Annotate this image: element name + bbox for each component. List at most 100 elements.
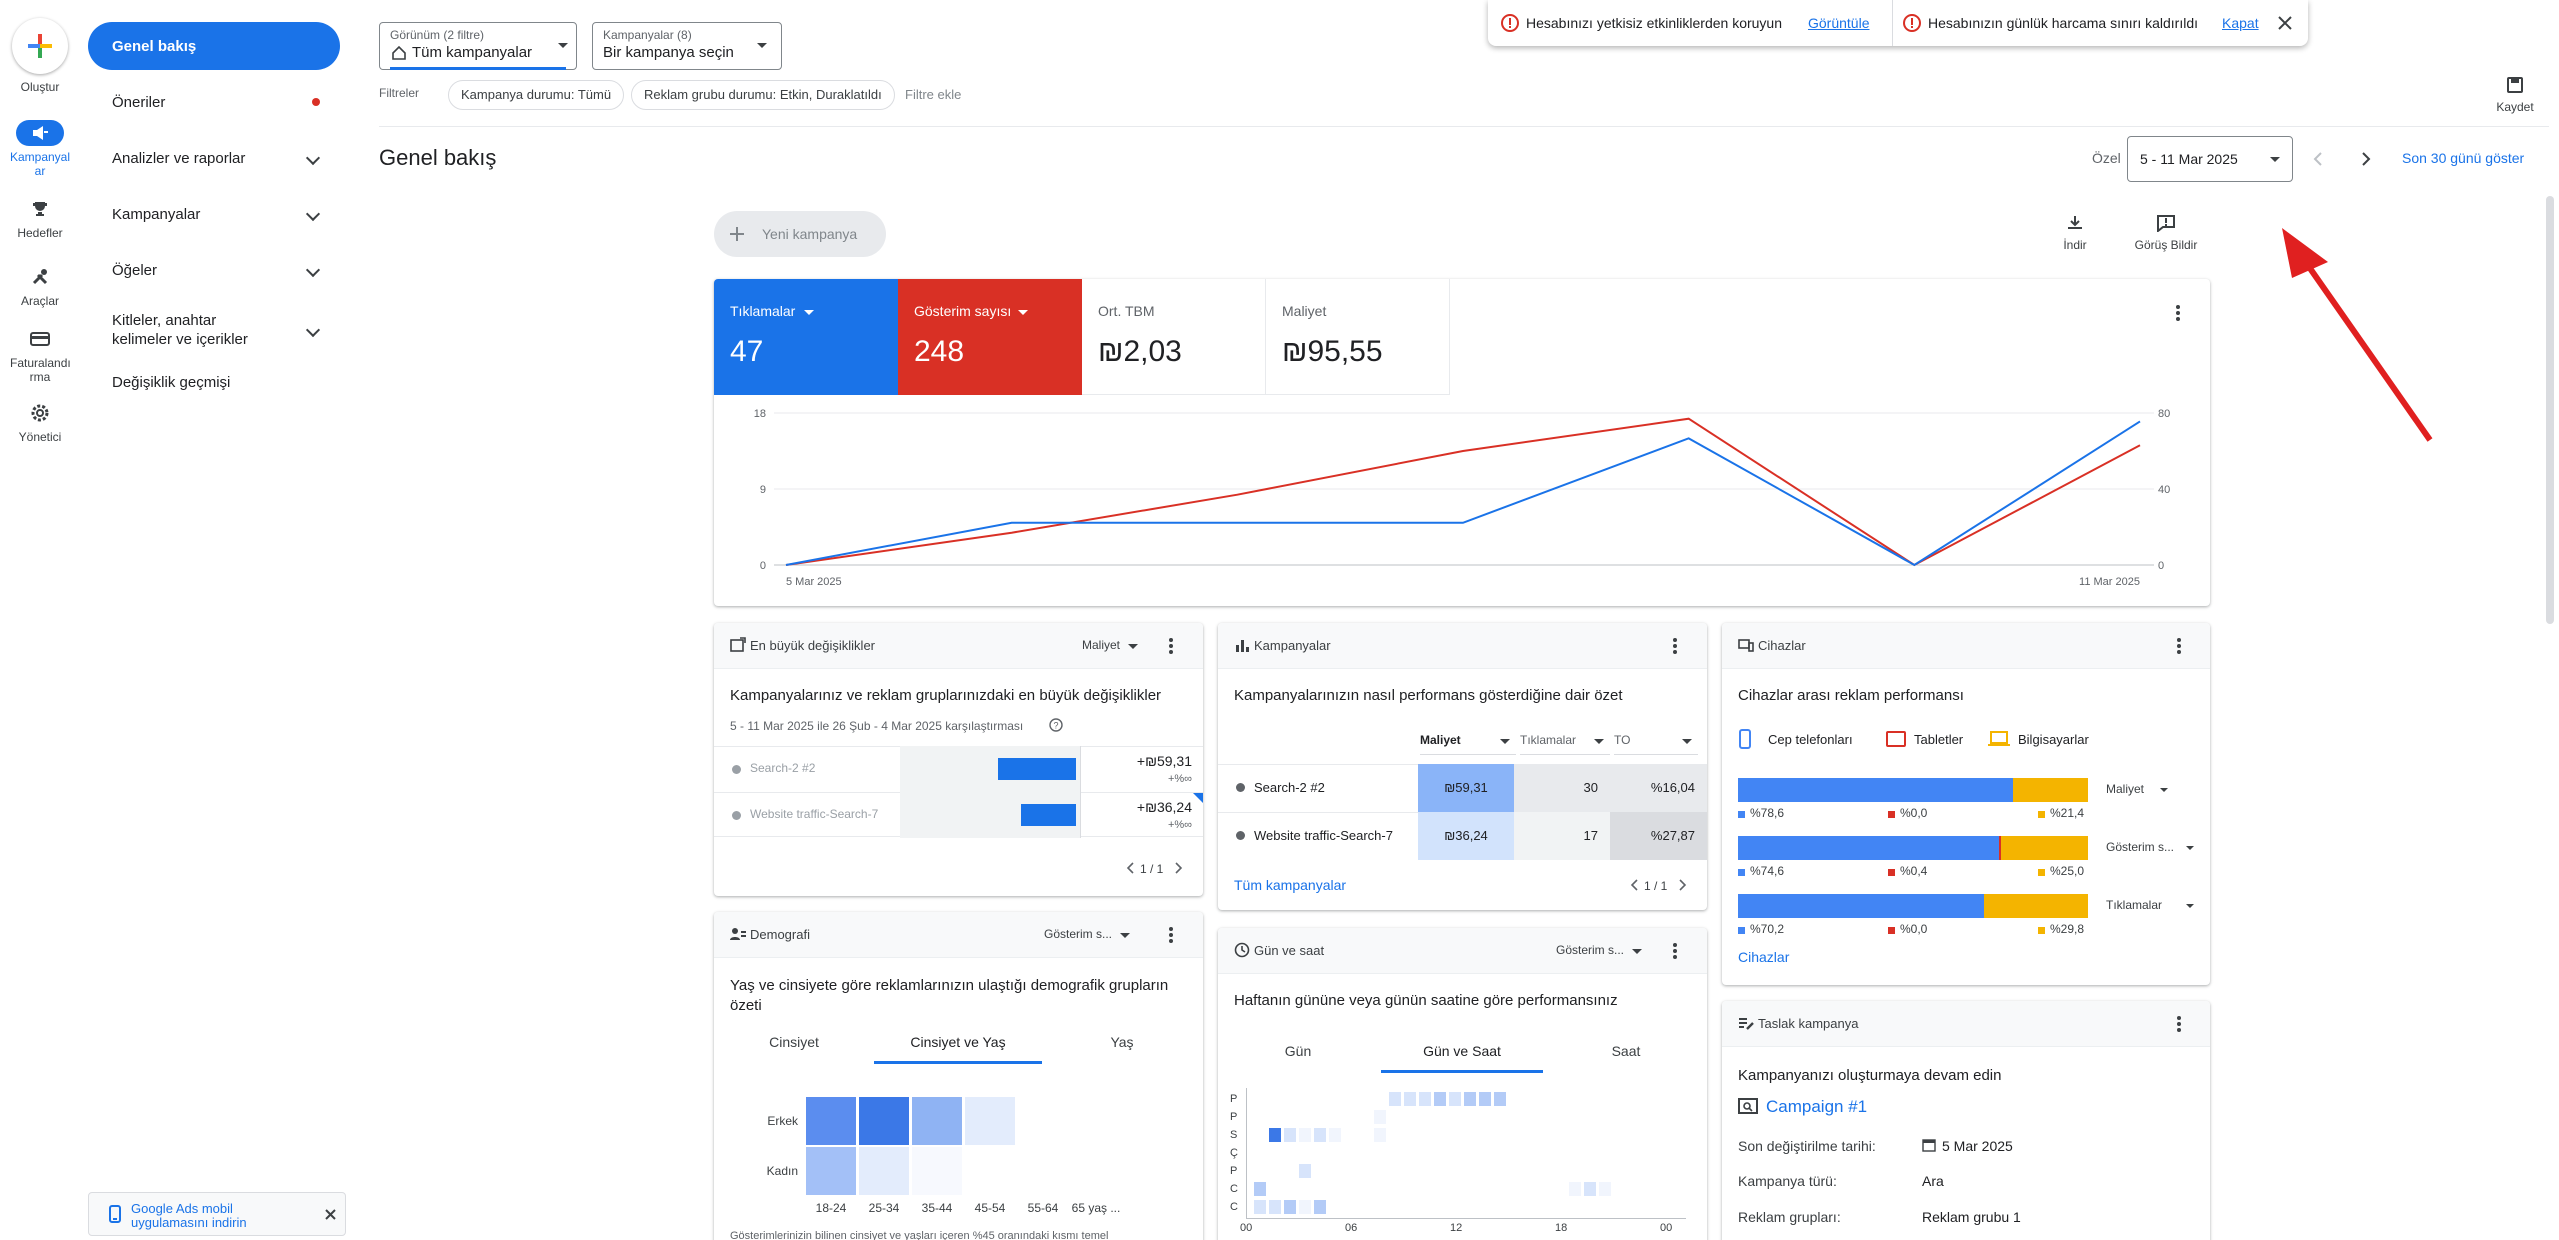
metric-dropdown[interactable]: Gösterim s... xyxy=(1556,943,1625,957)
nav-audiences-label: Kitleler, anahtar kelimeler ve içerikler xyxy=(112,312,248,348)
mobile-app-link[interactable]: Google Ads mobil uygulamasını indirin xyxy=(131,1201,247,1230)
card-heading: Haftanın gününe veya günün saatine göre … xyxy=(1234,992,1618,1009)
heatmap-cell xyxy=(1018,1097,1068,1145)
heatmap-cell xyxy=(859,1147,909,1195)
nav-recommendations[interactable]: Öneriler xyxy=(88,78,340,126)
tab-gender[interactable]: Cinsiyet xyxy=(769,1034,819,1050)
nav-assets[interactable]: Öğeler xyxy=(88,246,340,294)
new-campaign-button[interactable]: Yeni kampanya xyxy=(714,211,886,257)
metric-dropdown[interactable]: Maliyet xyxy=(1082,638,1121,652)
mobile-app-promo[interactable]: Google Ads mobil uygulamasını indirin xyxy=(88,1192,346,1236)
more-options-icon[interactable] xyxy=(1169,638,1173,654)
save-button[interactable]: Kaydet xyxy=(2490,76,2540,114)
chevron-left-icon[interactable] xyxy=(2312,151,2324,167)
nav-audiences-keywords[interactable]: Kitleler, anahtar kelimeler ve içerikler xyxy=(88,302,340,358)
col-header-cost[interactable]: Maliyet xyxy=(1420,733,1516,755)
date-range-picker[interactable]: 5 - 11 Mar 2025 xyxy=(2127,136,2293,182)
notification-1-view-link[interactable]: Görüntüle xyxy=(1808,15,1870,31)
tab-day[interactable]: Gün xyxy=(1284,1043,1312,1059)
bar-segment-tablet xyxy=(1999,836,2002,860)
more-options-icon[interactable] xyxy=(1169,927,1173,943)
create-button[interactable] xyxy=(12,18,68,74)
draft-campaign-link[interactable]: Campaign #1 xyxy=(1766,1097,1868,1116)
metric-tile-clicks[interactable]: Tıklamalar 47 xyxy=(714,279,898,395)
nav-campaigns[interactable]: Kampanyalar xyxy=(88,190,340,238)
tablet-icon xyxy=(1886,731,1906,747)
rail-admin[interactable]: Yönetici xyxy=(0,400,80,444)
chevron-left-icon[interactable] xyxy=(1126,862,1134,874)
chevron-left-icon[interactable] xyxy=(1630,879,1638,891)
filter-chip-campaign-status[interactable]: Kampanya durumu: Tümü xyxy=(448,80,625,110)
day-time-card: Gün ve saat Gösterim s... Haftanın günün… xyxy=(1218,928,1707,1240)
col-header-clicks[interactable]: Tıklamalar xyxy=(1520,733,1610,755)
notification-2-close-link[interactable]: Kapat xyxy=(2222,15,2259,31)
devices-link[interactable]: Cihazlar xyxy=(1738,949,1790,965)
rail-billing[interactable]: Faturalandı rma xyxy=(0,326,80,384)
change-bar xyxy=(1021,804,1076,826)
notification-1-text: Hesabınızı yetkisiz etkinliklerden koruy… xyxy=(1526,15,1783,31)
nav-change-history[interactable]: Değişiklik geçmişi xyxy=(88,358,340,406)
download-button[interactable]: İndir xyxy=(2055,214,2095,252)
field-key: Reklam grupları: xyxy=(1738,1209,1841,1225)
col-header-ctr[interactable]: TO xyxy=(1614,733,1698,755)
dropdown-arrow-icon xyxy=(804,310,814,315)
campaign-selector[interactable]: Kampanyalar (8) Bir kampanya seçin xyxy=(592,22,782,70)
day-label: P xyxy=(1230,1111,1238,1123)
series-line xyxy=(785,417,2141,567)
annotation-arrow-icon xyxy=(2282,228,2433,442)
view-selector[interactable]: Görünüm (2 filtre) Tüm kampanyalar xyxy=(379,22,577,70)
heatmap-cell xyxy=(1314,1200,1326,1214)
more-options-icon[interactable] xyxy=(2176,305,2180,321)
axis-line xyxy=(1246,1088,1247,1218)
nav-overview-label: Genel bakış xyxy=(112,37,197,55)
metric-selector[interactable]: Tıklamalar xyxy=(2106,898,2163,912)
nav-campaigns-label: Kampanyalar xyxy=(112,205,201,223)
demo-footer: Gösterimlerinizin bilinen cinsiyet ve ya… xyxy=(730,1230,1109,1240)
create-label: Oluştur xyxy=(20,80,60,94)
close-icon[interactable] xyxy=(325,1209,336,1220)
tab-hour[interactable]: Saat xyxy=(1611,1043,1641,1059)
chevron-right-icon[interactable] xyxy=(1679,879,1687,891)
metric-selector[interactable]: Gösterim s... xyxy=(2106,840,2175,854)
last-30-days-link[interactable]: Son 30 günü göster xyxy=(2402,150,2525,166)
filter-chip-adgroup-status[interactable]: Reklam grubu durumu: Etkin, Duraklatıldı xyxy=(631,80,895,110)
scrollbar-thumb[interactable] xyxy=(2546,196,2554,624)
more-options-icon[interactable] xyxy=(1673,943,1677,959)
metric-tile-avg-cpc[interactable]: Ort. TBM ₪2,03 xyxy=(1082,279,1266,395)
notification-bar: Hesabınızı yetkisiz etkinliklerden koruy… xyxy=(1488,0,2308,46)
custom-range-label: Özel xyxy=(2092,150,2121,166)
view-selector-label: Görünüm (2 filtre) xyxy=(390,28,485,42)
more-options-icon[interactable] xyxy=(1673,638,1677,654)
rail-campaigns[interactable]: Kampanyal ar xyxy=(0,120,80,178)
all-campaigns-link[interactable]: Tüm kampanyalar xyxy=(1234,877,1347,893)
chevron-right-icon[interactable] xyxy=(2360,151,2372,167)
close-icon[interactable] xyxy=(2278,16,2292,30)
cell-clicks: 30 xyxy=(1514,764,1610,812)
add-filter-button[interactable]: Filtre ekle xyxy=(905,87,962,102)
more-options-icon[interactable] xyxy=(2177,1016,2181,1032)
more-options-icon[interactable] xyxy=(2177,638,2181,654)
metric-dropdown[interactable]: Gösterim s... xyxy=(1044,927,1113,941)
metric-selector[interactable]: Maliyet xyxy=(2106,782,2145,796)
feedback-button[interactable]: Görüş Bildir xyxy=(2126,214,2206,252)
card-header: Cihazlar xyxy=(1722,623,2210,669)
rail-tools[interactable]: Araçlar xyxy=(0,264,80,308)
card-title: Gün ve saat xyxy=(1254,943,1325,958)
performance-card: Tıklamalar 47 Gösterim sayısı 248 Ort. T… xyxy=(714,279,2210,606)
heatmap-cell xyxy=(1584,1182,1596,1196)
tab-gender-age[interactable]: Cinsiyet ve Yaş xyxy=(874,1034,1042,1064)
dropdown-arrow-icon xyxy=(2186,846,2194,850)
rail-goals[interactable]: Hedefler xyxy=(0,196,80,240)
metric-clicks-value: 47 xyxy=(730,335,764,368)
nav-insights-reports[interactable]: Analizler ve raporlar xyxy=(88,134,340,182)
tab-age[interactable]: Yaş xyxy=(1110,1034,1134,1050)
heatmap-cell xyxy=(965,1097,1015,1145)
nav-overview[interactable]: Genel bakış xyxy=(88,22,340,70)
metric-tile-impressions[interactable]: Gösterim sayısı 248 xyxy=(898,279,1082,395)
chevron-right-icon[interactable] xyxy=(1175,862,1183,874)
metric-tile-cost[interactable]: Maliyet ₪95,55 xyxy=(1266,279,1450,395)
help-icon[interactable]: ? xyxy=(1049,718,1063,732)
tab-day-hour[interactable]: Gün ve Saat xyxy=(1381,1043,1543,1073)
legend-swatch xyxy=(1738,869,1745,876)
x-tick-label: 5 Mar 2025 xyxy=(786,576,842,588)
